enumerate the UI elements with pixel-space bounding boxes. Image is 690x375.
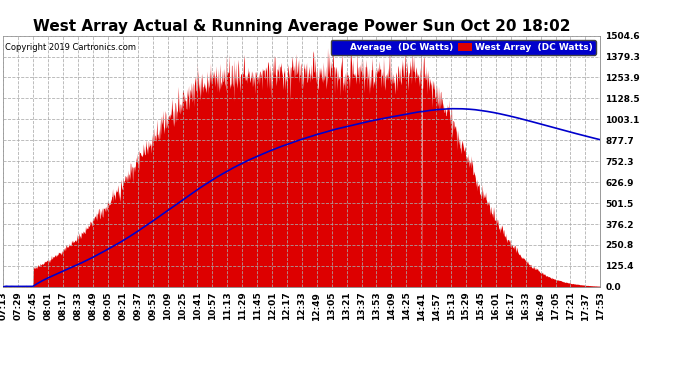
Text: Copyright 2019 Cartronics.com: Copyright 2019 Cartronics.com — [5, 43, 136, 52]
Title: West Array Actual & Running Average Power Sun Oct 20 18:02: West Array Actual & Running Average Powe… — [33, 20, 571, 34]
Legend: Average  (DC Watts), West Array  (DC Watts): Average (DC Watts), West Array (DC Watts… — [331, 40, 595, 55]
